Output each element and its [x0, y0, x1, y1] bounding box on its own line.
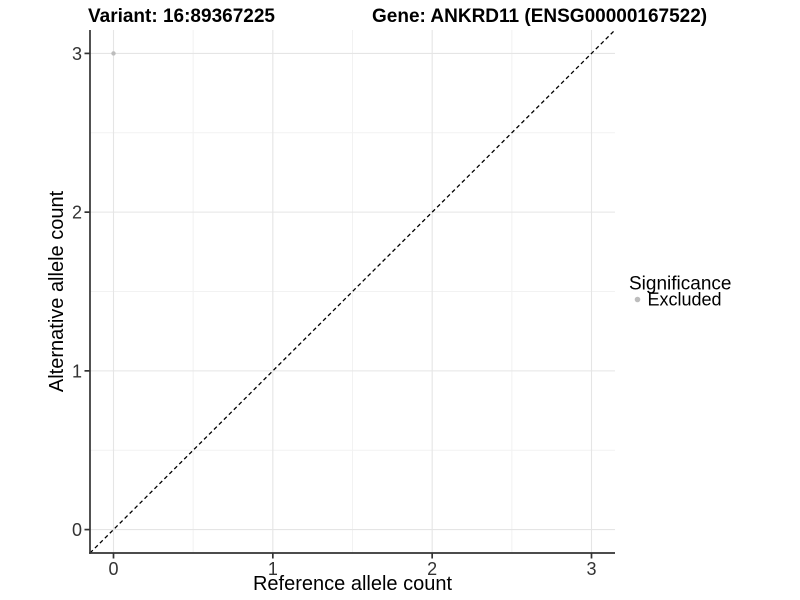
x-axis-title: Reference allele count: [253, 573, 452, 595]
x-tick-label: 3: [586, 559, 596, 579]
y-tick-label: 0: [72, 520, 82, 540]
major-gridlines: [90, 30, 615, 553]
x-tick-label: 2: [427, 559, 437, 579]
y-tick-label: 3: [72, 44, 82, 64]
x-axis-ticks: 0 1 2 3: [108, 553, 597, 579]
legend-excluded-label: Excluded: [648, 290, 722, 310]
legend: Significance Excluded: [629, 274, 731, 310]
legend-title: Significance: [629, 274, 731, 295]
plot-title-gene: Gene: ANKRD11 (ENSG00000167522): [372, 6, 708, 27]
identity-line-layer: [89, 29, 616, 554]
data-points-layer: [111, 51, 116, 56]
minor-gridlines: [90, 30, 615, 553]
y-axis-ticks: 0 1 2 3: [72, 44, 90, 540]
plot-title-variant: Variant: 16:89367225: [88, 6, 275, 27]
data-point: [111, 51, 116, 56]
identity-line: [89, 29, 616, 554]
y-tick-label: 1: [72, 361, 82, 381]
x-tick-label: 0: [108, 559, 118, 579]
x-tick-label: 1: [268, 559, 278, 579]
y-axis-title: Alternative allele count: [46, 190, 68, 392]
y-tick-label: 2: [72, 203, 82, 223]
legend-excluded-marker: [634, 296, 641, 303]
